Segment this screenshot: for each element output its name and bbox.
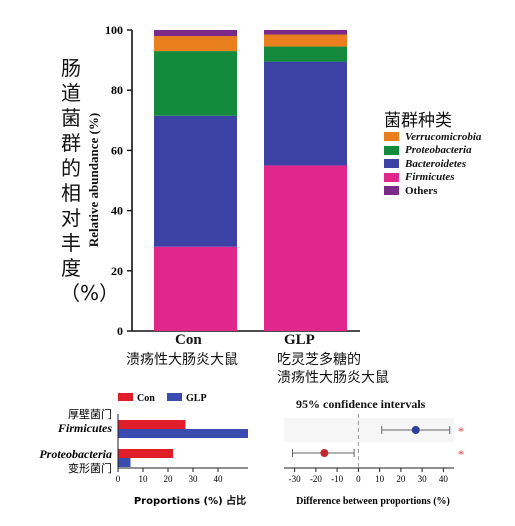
category-label: Proteobacteria: [39, 447, 112, 461]
legend-item-verrucomicrobia: Verrucomicrobia: [384, 130, 481, 144]
legend-label: Firmicutes: [405, 171, 455, 184]
y-tick-label: 60: [111, 143, 123, 157]
bar-others-con: [154, 30, 237, 37]
bar-glp-firmicutes: [118, 429, 248, 438]
legend-item-proteobacteria: Proteobacteria: [384, 144, 481, 158]
legend-swatch: [384, 172, 399, 182]
bar-firmicutes-glp: [264, 165, 347, 331]
legend-swatch-glp: [167, 393, 182, 401]
x-tick-label: 10: [375, 474, 385, 484]
y-tick-label: 80: [111, 83, 123, 97]
legend-item-firmicutes: Firmicutes: [384, 171, 481, 185]
legend-label-glp: GLP: [186, 393, 207, 404]
bar-verrucomicrobia-con: [154, 36, 237, 52]
x-axis-label: Proportions (%) 占比: [134, 494, 246, 507]
category-subtitle-glp: 吃灵芝多糖的 溃疡性大肠炎大鼠: [277, 352, 389, 386]
x-tick-label: 20: [396, 474, 406, 484]
legend-label-con: Con: [137, 393, 155, 404]
x-tick-label: 40: [439, 474, 449, 484]
bar-con-firmicutes: [118, 420, 186, 429]
ci-point: [320, 449, 329, 457]
y-tick-label: 20: [111, 264, 123, 278]
legend-swatch: [384, 145, 399, 155]
category-subtitle-con: 溃疡性大肠炎大鼠: [126, 352, 238, 368]
ci-point: [411, 426, 420, 434]
x-tick-label: 30: [189, 474, 199, 484]
bar-verrucomicrobia-glp: [264, 34, 347, 47]
bar-glp-proteobacteria: [118, 458, 131, 467]
confidence-interval-chart: * * -30 -20 -10 0 10 20 30 40 Difference between p…: [284, 414, 464, 507]
legend-item-others: Others: [384, 184, 481, 198]
significance-mark: *: [458, 447, 464, 461]
legend-swatch: [384, 132, 399, 142]
bar-proteobacteria-glp: [264, 46, 347, 62]
y-tick-label: 0: [117, 324, 123, 338]
legend-label: Others: [405, 184, 438, 197]
legend-swatch: [384, 159, 399, 169]
bar-con-proteobacteria: [118, 449, 173, 458]
legend-label: Bacteroidetes: [405, 157, 467, 170]
bar-firmicutes-con: [154, 246, 237, 331]
ci-title: 95% confidence intervals: [296, 397, 426, 411]
legend-label: Proteobacteria: [405, 144, 472, 157]
legend-item-bacteroidetes: Bacteroidetes: [384, 157, 481, 171]
x-tick-label: 20: [164, 474, 174, 484]
bar-bacteroidetes-glp: [264, 61, 347, 166]
x-tick-label: -20: [310, 474, 322, 484]
legend: Verrucomicrobia Proteobacteria Bacteroidet…: [384, 130, 481, 198]
x-tick-label: 10: [139, 474, 149, 484]
x-axis-label: Difference between proportions (%): [296, 496, 450, 507]
x-tick-label: 0: [116, 474, 121, 484]
category-note: 厚壁菌门: [68, 407, 112, 421]
x-tick-label: -30: [289, 474, 301, 484]
category-note: 变形菌门: [68, 461, 112, 475]
legend-label: Verrucomicrobia: [405, 130, 482, 143]
x-tick-label: 30: [418, 474, 428, 484]
bar-proteobacteria-con: [154, 51, 237, 116]
category-label: Firmicutes: [57, 421, 112, 435]
x-tick-label: 0: [356, 474, 361, 484]
bar-bacteroidetes-con: [154, 115, 237, 247]
legend-swatch-con: [118, 393, 133, 401]
y-tick-label: 100: [105, 23, 123, 37]
x-tick-label: 40: [214, 474, 224, 484]
legend-swatch: [384, 186, 399, 196]
category-label-glp: GLP: [284, 332, 315, 348]
x-tick-label: -10: [331, 474, 343, 484]
significance-mark: *: [458, 424, 464, 438]
legend-title: 菌群种类: [384, 111, 452, 131]
category-label-con: Con: [175, 332, 202, 348]
y-tick-label: 40: [111, 204, 123, 218]
bar-others-glp: [264, 30, 347, 35]
